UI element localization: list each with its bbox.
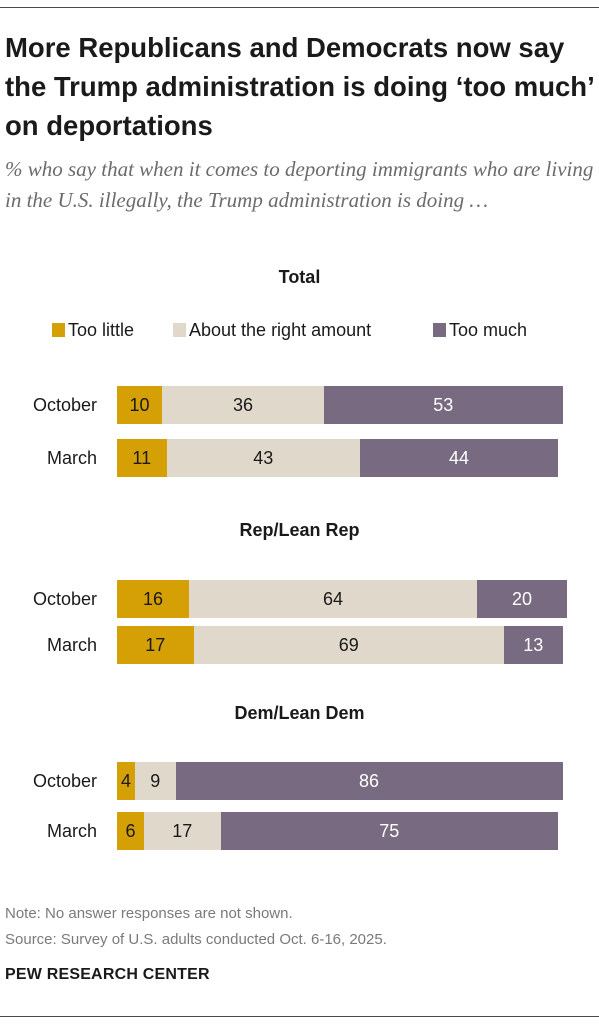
top-rule xyxy=(0,7,599,8)
bar-segment-too-little xyxy=(117,580,189,618)
panel-title-total: Total xyxy=(278,267,321,287)
chart-subtitle: % who say that when it comes to deportin… xyxy=(5,157,594,212)
data-label: 9 xyxy=(150,771,161,791)
bar-segment-too-much xyxy=(360,439,558,477)
row-label-october: October xyxy=(32,395,97,415)
legend: Too little About the right amount Too mu… xyxy=(0,317,599,343)
data-label: 36 xyxy=(232,395,254,415)
legend-swatch-about-right xyxy=(173,323,186,337)
bar-segment-too-much xyxy=(220,812,558,850)
legend-label-too-little: Too little xyxy=(68,320,135,340)
row-label-march: March xyxy=(46,635,97,655)
data-label: 17 xyxy=(172,821,193,841)
bar-segment-about-the-right-amount xyxy=(189,580,477,618)
bar-segment-too-little xyxy=(117,439,167,477)
bar-segment-about-the-right-amount xyxy=(193,626,504,664)
data-label: 75 xyxy=(379,821,400,841)
bar-segment-too-little xyxy=(117,812,144,850)
data-label: 13 xyxy=(523,635,544,655)
data-label: 16 xyxy=(142,589,164,609)
row-label-march: March xyxy=(46,821,97,841)
data-label: 86 xyxy=(358,771,380,791)
bar-segment-too-much xyxy=(324,386,563,424)
legend-label-about-right: About the right amount xyxy=(189,320,372,340)
bar-segment-too-much xyxy=(477,580,567,618)
data-label: 6 xyxy=(125,821,136,841)
legend-swatch-too-little xyxy=(52,323,65,337)
data-label: 53 xyxy=(433,395,454,415)
legend-swatch-too-much xyxy=(433,323,446,337)
bar-segment-too-little xyxy=(117,386,162,424)
bar-segment-about-the-right-amount xyxy=(166,439,360,477)
panel-title-dem-lean-dem: Dem/Lean Dem xyxy=(234,703,365,723)
data-label: 20 xyxy=(511,589,533,609)
row-label-march: March xyxy=(46,448,97,468)
legend-label-too-much: Too much xyxy=(449,320,528,340)
data-label: 64 xyxy=(322,589,344,609)
row-label-october: October xyxy=(32,589,97,609)
bottom-rule xyxy=(0,1016,599,1017)
row-label-october: October xyxy=(32,771,97,791)
data-label: 10 xyxy=(129,395,150,415)
data-label: 4 xyxy=(120,771,131,791)
chart-note: Note: No answer responses are not shown. xyxy=(5,905,293,922)
chart-source: Source: Survey of U.S. adults conducted … xyxy=(5,931,387,948)
bar-segment-about-the-right-amount xyxy=(135,762,176,800)
panel-title-rep-lean-rep: Rep/Lean Rep xyxy=(239,520,360,540)
data-label: 43 xyxy=(253,448,274,468)
data-label: 11 xyxy=(132,448,152,468)
data-label: 17 xyxy=(145,635,166,655)
data-label: 44 xyxy=(448,448,470,468)
data-label: 69 xyxy=(338,635,359,655)
bar-segment-about-the-right-amount xyxy=(144,812,221,850)
bar-segment-too-little xyxy=(117,762,135,800)
bar-segment-too-much xyxy=(175,762,563,800)
bar-segment-too-little xyxy=(117,626,194,664)
bar-segment-too-much xyxy=(504,626,563,664)
bar-segment-about-the-right-amount xyxy=(162,386,324,424)
org-name: PEW RESEARCH CENTER xyxy=(5,966,210,983)
chart-title: More Republicans and Democrats now say t… xyxy=(5,32,594,141)
